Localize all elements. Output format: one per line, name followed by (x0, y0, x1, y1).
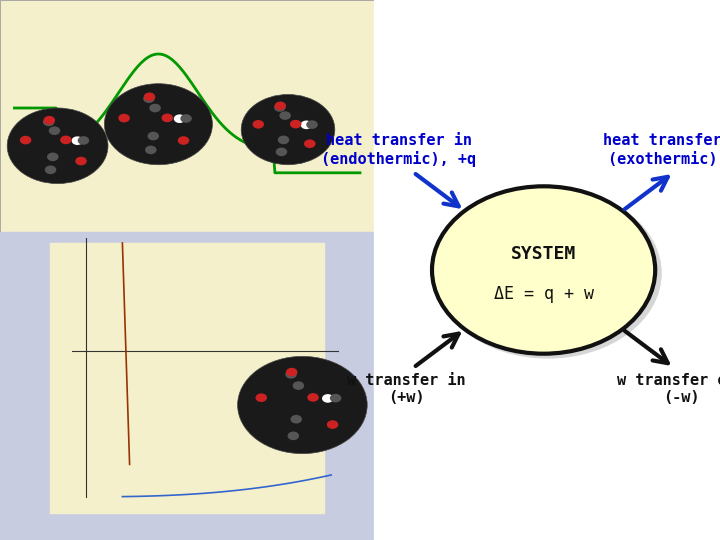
FancyBboxPatch shape (0, 0, 374, 232)
Circle shape (49, 126, 60, 135)
Circle shape (287, 431, 299, 440)
Circle shape (149, 104, 161, 112)
Circle shape (292, 381, 304, 390)
Circle shape (306, 120, 318, 129)
Circle shape (304, 139, 315, 148)
Circle shape (286, 368, 297, 376)
Circle shape (253, 120, 264, 129)
Text: w transfer out
(-w): w transfer out (-w) (617, 373, 720, 406)
Circle shape (274, 102, 286, 110)
Text: heat transfer out
(exothermic), -q: heat transfer out (exothermic), -q (603, 133, 720, 167)
Circle shape (241, 94, 335, 165)
Circle shape (330, 394, 341, 402)
Circle shape (143, 94, 155, 103)
Circle shape (60, 136, 72, 144)
Circle shape (256, 393, 267, 402)
Circle shape (279, 111, 291, 120)
Circle shape (144, 92, 156, 101)
Circle shape (104, 84, 212, 165)
Circle shape (300, 120, 312, 129)
Ellipse shape (434, 188, 662, 359)
Circle shape (43, 118, 55, 126)
Circle shape (43, 116, 55, 125)
Text: ΔE = q + w: ΔE = q + w (494, 285, 593, 303)
Circle shape (290, 120, 302, 129)
Text: heat transfer in
(endothermic), +q: heat transfer in (endothermic), +q (321, 133, 477, 167)
Circle shape (307, 393, 319, 402)
Text: w transfer in
(+w): w transfer in (+w) (347, 373, 466, 406)
Circle shape (278, 136, 289, 144)
Circle shape (71, 137, 83, 145)
Circle shape (432, 186, 655, 354)
Circle shape (118, 114, 130, 123)
Circle shape (45, 165, 56, 174)
Circle shape (327, 420, 338, 429)
Text: SYSTEM: SYSTEM (511, 245, 576, 263)
Circle shape (178, 136, 189, 145)
Circle shape (174, 114, 185, 123)
Circle shape (7, 108, 108, 184)
Circle shape (322, 394, 333, 403)
Circle shape (276, 147, 287, 156)
Circle shape (161, 113, 173, 122)
Circle shape (285, 370, 297, 379)
Circle shape (274, 103, 286, 112)
Circle shape (78, 136, 89, 145)
Circle shape (145, 146, 156, 154)
Circle shape (47, 152, 58, 161)
Circle shape (238, 356, 367, 454)
Circle shape (20, 136, 32, 144)
Circle shape (290, 415, 302, 423)
Circle shape (180, 114, 192, 123)
Circle shape (76, 157, 87, 165)
Circle shape (148, 132, 159, 140)
